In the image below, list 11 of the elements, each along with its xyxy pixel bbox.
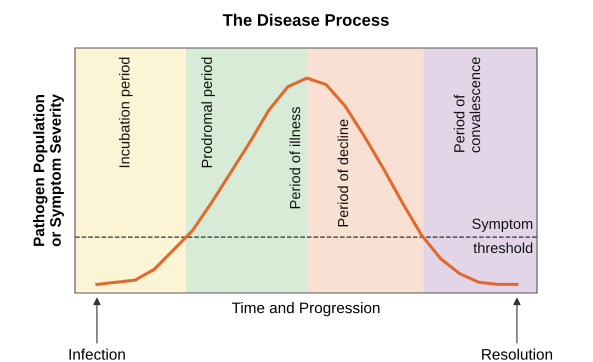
chart-title: The Disease Process (222, 14, 389, 26)
annotation: Prodromal period (201, 58, 215, 168)
annotation: Incubation period (118, 58, 133, 168)
annotation: Period of decline (338, 120, 348, 226)
ref-line-label: Symptom threshold (472, 218, 532, 254)
text: Infection (69, 348, 125, 360)
annotation: Period of convalescence (454, 57, 480, 152)
y-axis-title: Pathogen Population or Symptom Severity (33, 94, 64, 246)
text: Resolution (482, 348, 552, 360)
x-axis-title: Time and Progression (232, 302, 380, 316)
annotation: Period of illness (290, 106, 300, 208)
